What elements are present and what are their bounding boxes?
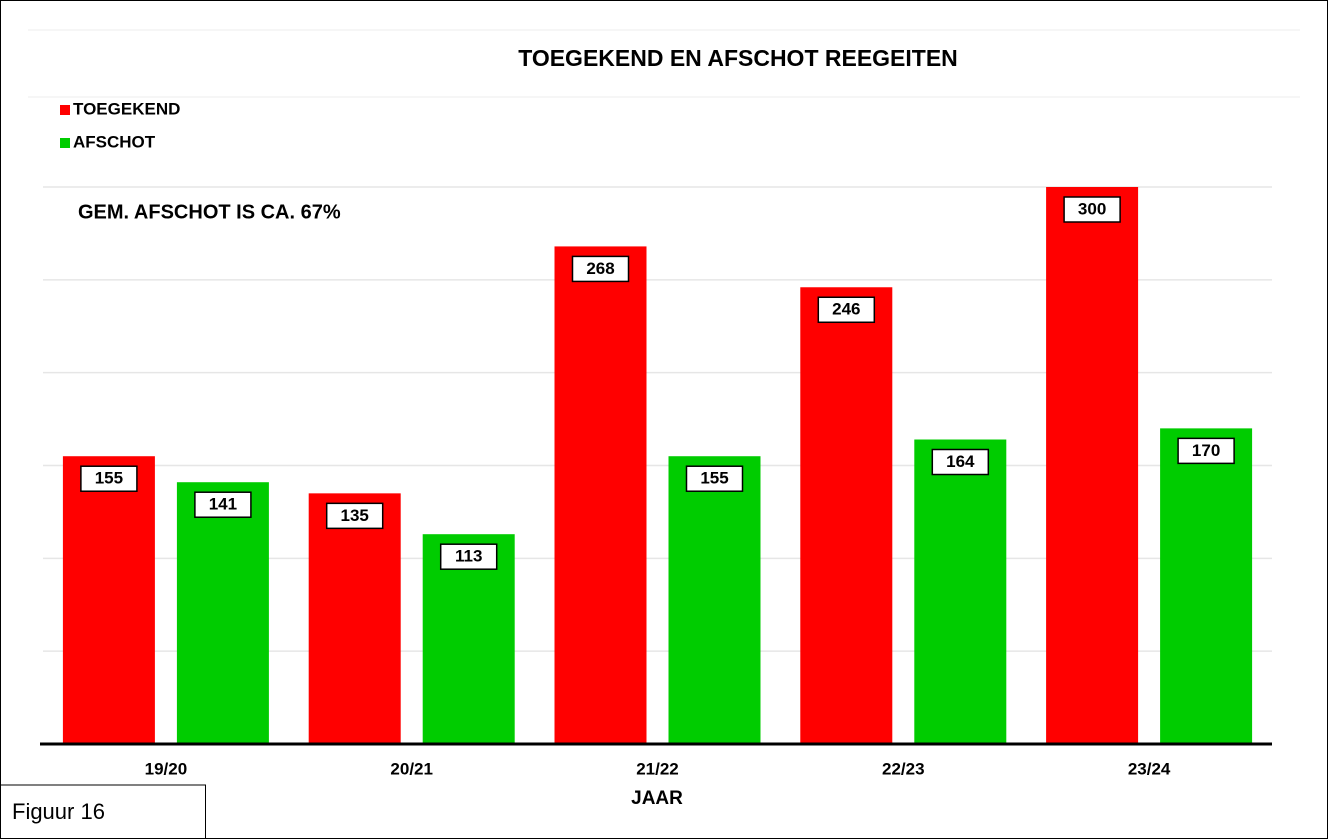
data-label: 246 <box>832 300 860 319</box>
data-label: 300 <box>1078 199 1106 218</box>
data-label-box <box>1177 437 1235 465</box>
bar <box>554 246 647 744</box>
data-label: 135 <box>341 506 369 525</box>
legend-swatch <box>60 138 70 148</box>
data-label-box <box>931 448 990 476</box>
data-label-box <box>439 543 498 570</box>
data-label-box <box>80 465 138 492</box>
bar <box>1160 428 1253 744</box>
data-label-box <box>325 502 384 530</box>
bar <box>308 493 401 744</box>
x-tick-label: 21/22 <box>636 759 679 778</box>
x-tick-label: 20/21 <box>390 759 433 778</box>
data-label: 170 <box>1192 441 1220 460</box>
x-axis-label: JAAR <box>631 788 683 809</box>
bar <box>800 287 893 744</box>
data-label-box <box>1063 196 1121 223</box>
annotation-bg <box>45 188 460 238</box>
bar <box>1046 187 1139 744</box>
x-tick-label: 19/20 <box>145 759 188 778</box>
data-label: 268 <box>586 259 614 278</box>
bar <box>914 439 1007 744</box>
data-label-box <box>817 296 876 324</box>
annotation: GEM. AFSCHOT IS CA. 67% <box>78 201 341 223</box>
data-label-box <box>571 255 630 283</box>
legend-swatch <box>60 105 70 115</box>
chart-title: TOEGEKEND EN AFSCHOT REEGEITEN <box>518 45 958 71</box>
legend-label: AFSCHOT <box>73 132 156 151</box>
data-label: 113 <box>455 547 482 566</box>
bar <box>62 456 155 744</box>
x-tick-label: 23/24 <box>1128 759 1171 778</box>
plot: TOEGEKEND AFSCHOT 19/20 155 141 20/21 135 113 21… <box>40 99 1272 778</box>
data-label: 155 <box>95 469 123 488</box>
bar <box>668 456 761 744</box>
x-tick-label: 22/23 <box>882 759 925 778</box>
data-label: 155 <box>700 469 728 488</box>
legend-label: TOEGEKEND <box>73 99 180 118</box>
data-label-box <box>194 491 252 518</box>
data-label: 164 <box>946 452 975 471</box>
bar <box>176 482 269 744</box>
figure-label: Figuur 16 <box>12 799 105 824</box>
figure-label-box <box>0 784 206 839</box>
data-label: 141 <box>209 495 237 514</box>
data-label-box <box>685 465 744 492</box>
